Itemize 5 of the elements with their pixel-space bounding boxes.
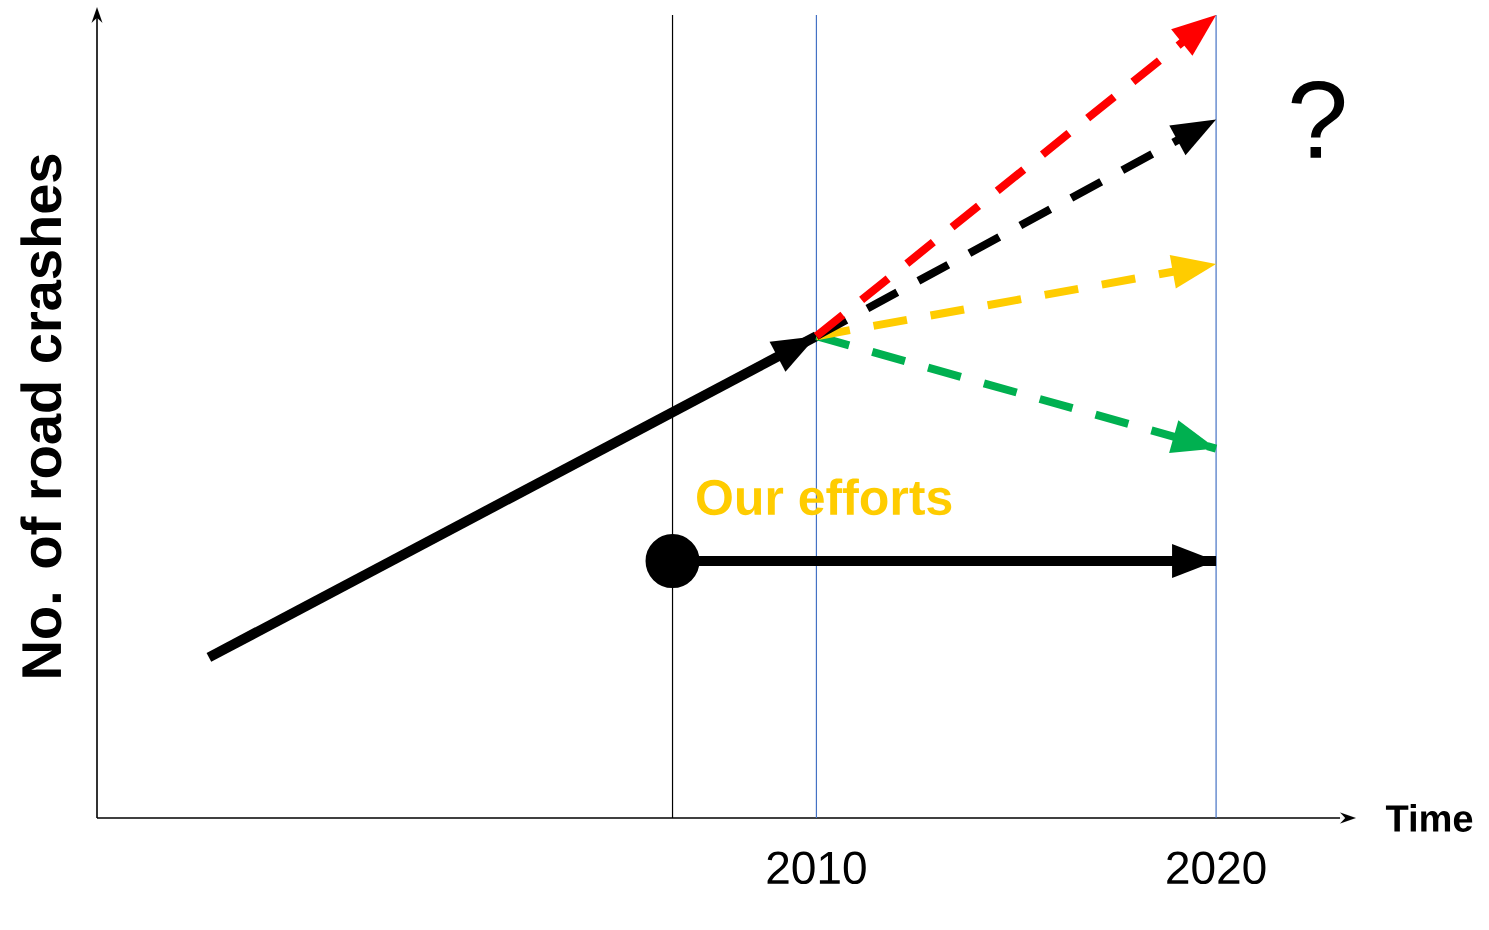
x-axis-title: Time: [1385, 804, 1473, 832]
annotation: ?: [1291, 80, 1345, 158]
y-axis-title: No. of road crashes: [20, 154, 62, 677]
x-tick-label: 2020: [1167, 851, 1266, 885]
x-tick-label: 2010: [767, 851, 866, 885]
